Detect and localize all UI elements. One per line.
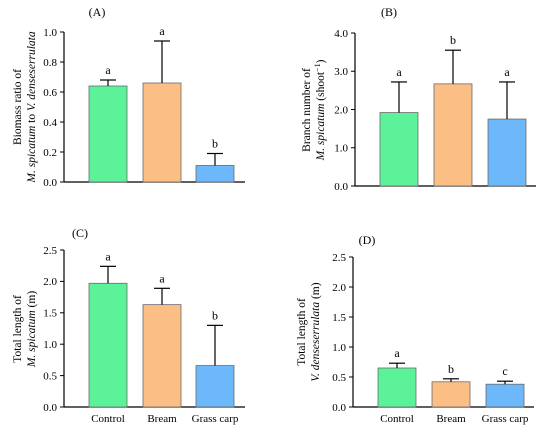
y-axis-label: Biomass ratio ofM. spicatum to V. denses… — [12, 31, 38, 183]
y-tick-label: 0.6 — [43, 87, 57, 99]
y-axis-label: Branch number of M. spicatum (shoot−1) — [301, 59, 327, 161]
bar-3 — [487, 118, 527, 187]
bar-1 — [379, 112, 419, 187]
y-axis-label-segment: (m) — [26, 291, 38, 311]
significance-label: b — [450, 33, 456, 47]
significance-label: b — [448, 362, 454, 376]
x-tick-label: Grass carp — [192, 413, 239, 425]
y-axis-label-segment: Total length of — [296, 298, 308, 366]
bar-2 — [142, 82, 182, 183]
y-tick-label: 4.0 — [334, 28, 348, 40]
y-axis-label-segment: Branch number of — [301, 68, 313, 152]
significance-label: a — [159, 24, 165, 38]
y-tick-label: 2.0 — [332, 282, 346, 294]
significance-label: a — [105, 249, 111, 263]
y-tick-label: 2.0 — [334, 104, 348, 116]
y-tick-label: 1.0 — [43, 339, 57, 351]
y-tick-label: 2.5 — [332, 252, 346, 264]
significance-label: a — [105, 63, 111, 77]
x-tick-label: Bream — [436, 413, 466, 425]
x-tick-label: Control — [380, 413, 414, 425]
x-tick-label: Bream — [147, 413, 177, 425]
x-tick-label: Control — [91, 413, 125, 425]
y-tick-label: 2.5 — [43, 245, 57, 257]
y-tick-label: 1.0 — [334, 143, 348, 155]
y-tick-label: 0.4 — [43, 117, 57, 129]
y-tick-label: 0.5 — [332, 372, 346, 384]
y-tick-label: 2.0 — [43, 276, 57, 288]
significance-label: a — [396, 65, 402, 79]
chart-panel-1: (A) 0.0 0.2 0.4 0.6 0.8 1.0 a a b Biomass ratio of… — [12, 5, 245, 189]
y-axis-label-segment: −1 — [313, 63, 322, 72]
chart-panel-2: (B) 0.0 1.0 2.0 3.0 4.0 a b a Branch number of M. … — [301, 5, 536, 193]
y-axis-label-segment: V. denseserrulata — [26, 31, 38, 111]
y-axis-label: Total length of V. denseserrulata (m) — [296, 282, 322, 381]
y-tick-label: 1.0 — [43, 27, 57, 39]
y-tick-label: 1.5 — [332, 312, 346, 324]
bar-1 — [377, 367, 417, 408]
panel-label: (B) — [381, 5, 397, 19]
y-axis-label-segment: M. spicatum — [26, 310, 38, 368]
significance-label: a — [504, 65, 510, 79]
x-tick-label: Grass carp — [482, 413, 529, 425]
panel-label: (D) — [359, 233, 376, 247]
significance-label: b — [212, 308, 218, 322]
y-tick-label: 0.2 — [43, 147, 57, 159]
significance-label: c — [502, 364, 507, 378]
bar-3 — [195, 165, 235, 183]
chart-panel-4: (D) 0.0 0.5 1.0 1.5 2.0 2.5 a Control b Bream c Gras… — [296, 233, 534, 425]
y-tick-label: 1.0 — [332, 342, 346, 354]
y-axis-label-segment: M. spicatum — [315, 104, 327, 162]
y-axis-label-segment: (shoot — [315, 71, 327, 103]
bar-3 — [485, 383, 525, 408]
y-axis-label-segment: M. spicatum — [26, 126, 38, 184]
bar-3 — [195, 365, 235, 408]
panel-label: (A) — [89, 5, 106, 19]
y-tick-label: 0.5 — [43, 370, 57, 382]
y-tick-label: 0.0 — [43, 402, 57, 414]
panel-label: (C) — [72, 226, 88, 240]
y-tick-label: 3.0 — [334, 66, 348, 78]
bar-1 — [88, 282, 128, 408]
bar-1 — [88, 85, 128, 183]
y-axis-label-segment: V. denseserrulata — [310, 302, 322, 382]
y-axis-label-segment: (m) — [310, 282, 322, 302]
y-tick-label: 0.0 — [332, 402, 346, 414]
bar-2 — [433, 83, 473, 187]
y-tick-label: 0.0 — [43, 177, 57, 189]
y-tick-label: 1.5 — [43, 308, 57, 320]
y-axis-label-segment: to — [26, 111, 38, 126]
significance-label: a — [159, 271, 165, 285]
y-tick-label: 0.8 — [43, 57, 57, 69]
y-tick-label: 0.0 — [334, 181, 348, 193]
significance-label: a — [394, 346, 400, 360]
bar-2 — [431, 381, 471, 408]
bar-2 — [142, 304, 182, 408]
chart-panel-3: (C) 0.0 0.5 1.0 1.5 2.0 2.5 a Control a Bream b Gras… — [12, 226, 245, 425]
significance-label: b — [212, 137, 218, 151]
y-axis-label-segment: Total length of — [12, 295, 24, 363]
y-axis-label-segment: Biomass ratio of — [12, 69, 24, 145]
y-axis-label-segment: ) — [315, 59, 327, 63]
y-axis-label: Total length of M. spicatum (m) — [12, 291, 38, 369]
